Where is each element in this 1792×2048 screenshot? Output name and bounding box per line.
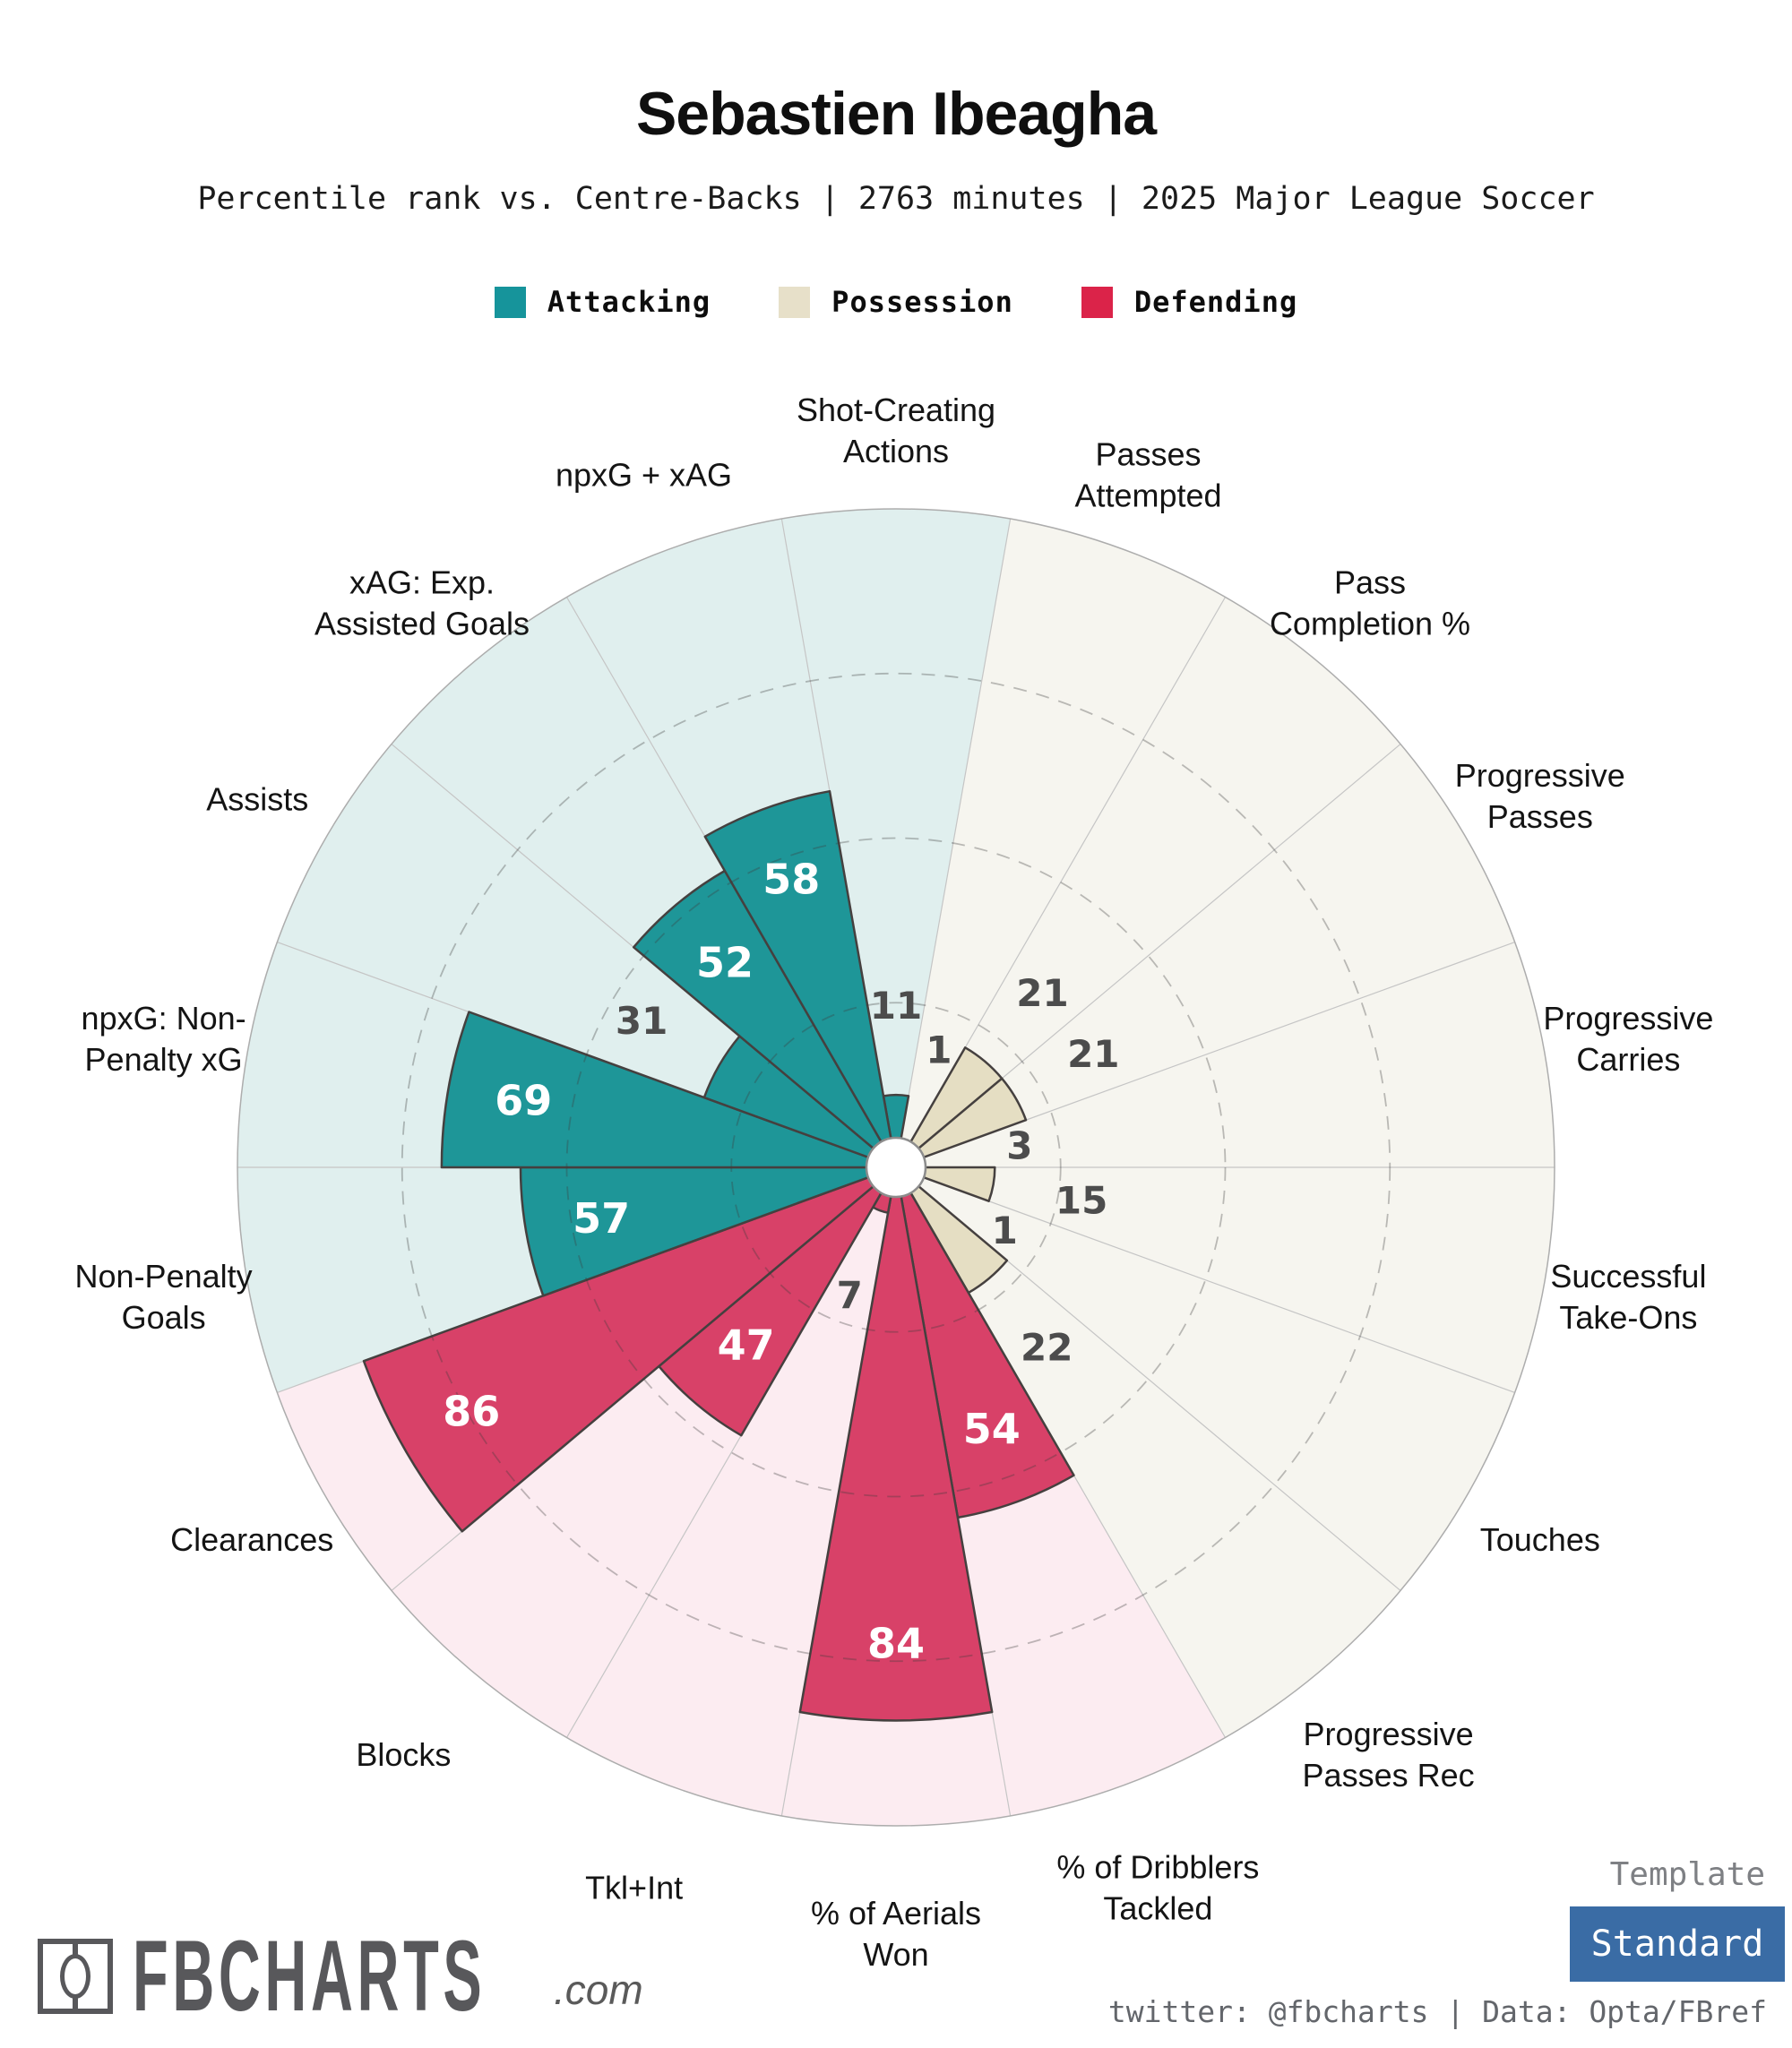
slice-label-clearances: Clearances: [170, 1521, 333, 1558]
center-hub: [865, 1136, 927, 1199]
value-xag: 52: [696, 938, 754, 986]
slice-label-progressive-passes-rec: Progressive Passes Rec: [1303, 1716, 1475, 1794]
value-progressive-passes-rec: 22: [1021, 1326, 1073, 1370]
value-progressive-carries: 3: [1006, 1124, 1032, 1168]
slice-label-pct-dribblers-tackled: % of Dribblers Tackled: [1056, 1848, 1259, 1926]
legend-item-possession: Possession: [779, 285, 1013, 319]
brand-suffix: .com: [553, 1966, 643, 2013]
sector-bg-successful-take-ons: [896, 1167, 1555, 1393]
value-successful-take-ons: 15: [1055, 1179, 1107, 1223]
gridline-25: [730, 1002, 1062, 1333]
value-touches: 1: [992, 1209, 1018, 1252]
sector-bg-progressive-passes: [896, 744, 1515, 1167]
slice-label-blocks: Blocks: [356, 1736, 451, 1773]
template-label: Template: [1609, 1856, 1765, 1893]
attacking-swatch-icon: [494, 286, 526, 318]
sector-bg-shot-creating-actions: [781, 509, 1011, 1167]
sector-bg-passes-attempted: [896, 519, 1226, 1167]
value-clearances: 86: [443, 1388, 500, 1436]
slice-label-pass-completion-pct: Pass Completion %: [1270, 564, 1470, 642]
value-pct-aerials-won: 84: [867, 1619, 925, 1667]
slice-label-non-penalty-goals: Non-Penalty Goals: [75, 1258, 253, 1336]
pitch-icon: [38, 1938, 113, 2014]
legend-label-attacking: Attacking: [547, 285, 711, 319]
value-pass-completion-pct: 21: [1016, 971, 1068, 1015]
slice-label-assists: Assists: [206, 781, 308, 818]
defending-swatch-icon: [1081, 286, 1113, 318]
value-npxg: 69: [495, 1077, 552, 1125]
outer-circle: [237, 508, 1555, 1827]
slice-label-successful-take-ons: Successful Take-Ons: [1550, 1258, 1706, 1336]
value-non-penalty-goals: 57: [573, 1194, 630, 1243]
sector-bg-progressive-passes-rec: [896, 1167, 1400, 1738]
slice-label-pct-aerials-won: % of Aerials Won: [811, 1895, 981, 1973]
legend-label-possession: Possession: [831, 285, 1013, 319]
value-npxg-plus-xag: 58: [762, 855, 820, 903]
page-title: Sebastien Ibeagha: [635, 80, 1157, 148]
legend-label-defending: Defending: [1133, 285, 1298, 319]
value-shot-creating-actions: 11: [870, 984, 922, 1028]
sector-divider: [923, 1176, 1515, 1393]
sector-bg-touches: [896, 1167, 1515, 1591]
gridline-75: [401, 672, 1391, 1663]
slice-label-npxg: npxG: Non-Penalty xG: [82, 1000, 246, 1078]
legend-item-attacking: Attacking: [494, 285, 711, 319]
brand-name: FBCHARTS: [133, 1920, 487, 2032]
slice-label-tkl-int: Tkl+Int: [585, 1869, 683, 1906]
value-tkl-int: 7: [837, 1273, 863, 1317]
value-pct-dribblers-tackled: 54: [963, 1405, 1021, 1453]
slice-label-progressive-passes: Progressive Passes: [1455, 757, 1625, 835]
slice-label-touches: Touches: [1480, 1521, 1600, 1558]
sector-bg-pass-completion-pct: [896, 597, 1400, 1167]
sector-bg-tkl-int: [566, 1167, 896, 1816]
credit-line: twitter: @fbcharts | Data: Opta/FBref: [1107, 1994, 1767, 2029]
value-passes-attempted: 1: [926, 1028, 952, 1071]
value-progressive-passes: 21: [1067, 1032, 1119, 1076]
value-blocks: 47: [718, 1321, 775, 1370]
value-assists: 31: [616, 999, 668, 1043]
possession-swatch-icon: [779, 286, 811, 318]
chart-subtitle: Percentile rank vs. Centre-Backs | 2763 …: [197, 181, 1595, 217]
slice-label-xag: xAG: Exp. Assisted Goals: [314, 564, 530, 642]
slice-label-npxg-plus-xag: npxG + xAG: [556, 457, 732, 494]
fbcharts-logo: FBCHARTS .com: [38, 1920, 643, 2032]
gridline-50: [565, 837, 1227, 1498]
legend: Attacking Possession Defending: [0, 285, 1792, 319]
legend-item-defending: Defending: [1081, 285, 1297, 319]
sector-bg-progressive-carries: [896, 942, 1555, 1167]
slice-label-progressive-carries: Progressive Carries: [1543, 1000, 1713, 1078]
sector-divider: [900, 519, 1012, 1139]
slice-label-passes-attempted: Passes Attempted: [1074, 436, 1221, 514]
slice-label-shot-creating-actions: Shot-Creating Actions: [797, 392, 995, 469]
template-button[interactable]: Standard: [1570, 1906, 1785, 1982]
